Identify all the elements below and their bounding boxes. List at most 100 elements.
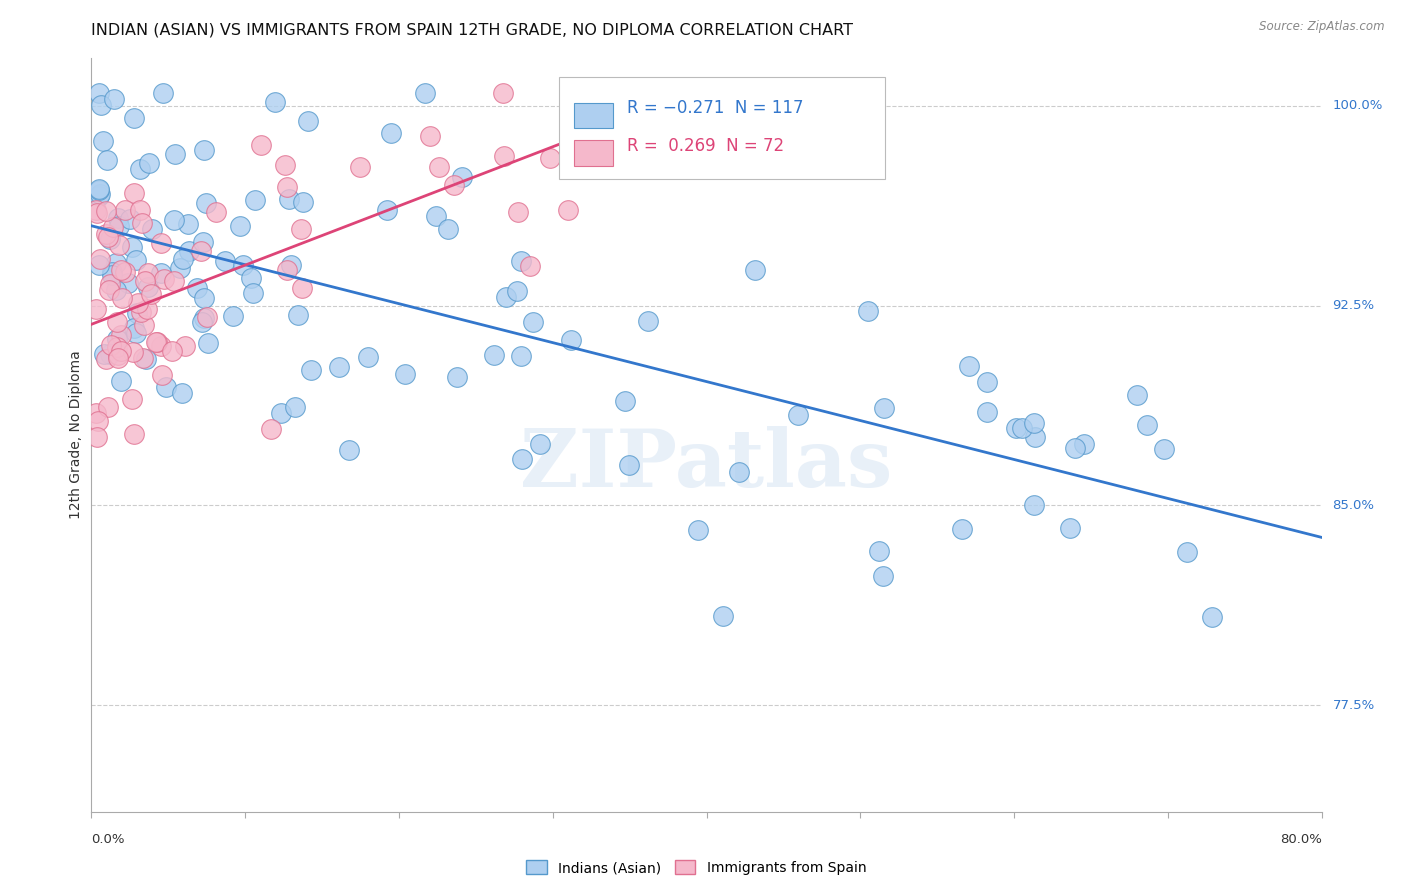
Point [107, 348, 129, 362]
Point [84, 203, 107, 218]
Point [349, 160, 371, 174]
Point [125, 326, 148, 340]
Point [613, 393, 636, 408]
Point [1011, 421, 1033, 435]
Text: 100.0%: 100.0% [1333, 99, 1382, 112]
Point [128, 161, 150, 176]
Point [243, 193, 266, 207]
Point [276, 262, 298, 277]
Point [84, 406, 107, 420]
Point [443, 178, 465, 192]
Point [297, 114, 319, 128]
Point [950, 522, 973, 536]
FancyBboxPatch shape [574, 103, 613, 128]
Point [165, 146, 187, 161]
Point [328, 360, 350, 375]
Point [96, 204, 118, 219]
Point [560, 333, 582, 347]
Point [711, 608, 734, 623]
Point [101, 265, 124, 279]
Point [195, 310, 218, 324]
Point [868, 544, 890, 558]
Point [1135, 418, 1157, 433]
Point [495, 290, 517, 304]
Point [450, 170, 472, 185]
FancyBboxPatch shape [574, 140, 613, 166]
Point [270, 407, 292, 421]
Point [87, 189, 110, 203]
Point [1022, 498, 1045, 512]
Point [169, 260, 191, 275]
Point [110, 343, 132, 358]
Point [117, 276, 139, 290]
Point [127, 296, 149, 310]
Point [101, 219, 124, 234]
Point [110, 374, 132, 388]
Point [1126, 387, 1149, 401]
Point [141, 222, 163, 236]
Point [176, 217, 198, 231]
Point [204, 205, 226, 219]
Point [522, 315, 544, 329]
Text: INDIAN (ASIAN) VS IMMIGRANTS FROM SPAIN 12TH GRADE, NO DIPLOMA CORRELATION CHART: INDIAN (ASIAN) VS IMMIGRANTS FROM SPAIN … [91, 22, 853, 37]
Text: 0.0%: 0.0% [91, 833, 125, 846]
Point [492, 149, 515, 163]
Point [873, 401, 896, 416]
Point [84, 301, 107, 316]
Point [152, 86, 174, 100]
Point [419, 129, 441, 144]
Point [110, 263, 132, 277]
Point [93, 346, 115, 360]
Point [1201, 609, 1223, 624]
Point [97, 230, 120, 244]
Point [100, 338, 122, 352]
Point [114, 265, 136, 279]
Point [1073, 437, 1095, 451]
Point [1153, 442, 1175, 456]
Point [98, 232, 121, 246]
Point [103, 92, 125, 106]
Point [162, 344, 184, 359]
Point [107, 219, 129, 233]
Point [129, 305, 152, 319]
Point [149, 236, 172, 251]
Point [1024, 429, 1046, 443]
Point [145, 334, 167, 349]
Point [276, 180, 298, 194]
Point [86, 206, 108, 220]
Point [512, 451, 534, 466]
Point [101, 268, 124, 283]
Point [105, 340, 128, 354]
Point [86, 430, 108, 444]
Text: R = −0.271  N = 117: R = −0.271 N = 117 [627, 100, 803, 118]
Point [105, 314, 128, 328]
Point [110, 327, 132, 342]
Point [138, 155, 160, 169]
Point [425, 210, 447, 224]
Point [214, 253, 236, 268]
Point [177, 244, 200, 258]
Point [172, 252, 194, 267]
Point [122, 345, 145, 359]
Point [446, 370, 468, 384]
Point [557, 203, 579, 218]
Point [87, 258, 110, 272]
Point [427, 160, 450, 174]
Point [121, 392, 143, 406]
Point [97, 400, 120, 414]
Point [273, 158, 295, 172]
Point [242, 285, 264, 300]
Point [228, 219, 250, 233]
Point [87, 86, 110, 100]
Point [121, 240, 143, 254]
Point [90, 97, 112, 112]
Point [122, 112, 145, 126]
Point [976, 375, 998, 389]
Point [1175, 544, 1198, 558]
Point [1064, 441, 1087, 455]
Point [105, 333, 128, 347]
Point [492, 86, 515, 100]
Point [163, 274, 186, 288]
Point [155, 380, 177, 394]
Point [94, 351, 117, 366]
